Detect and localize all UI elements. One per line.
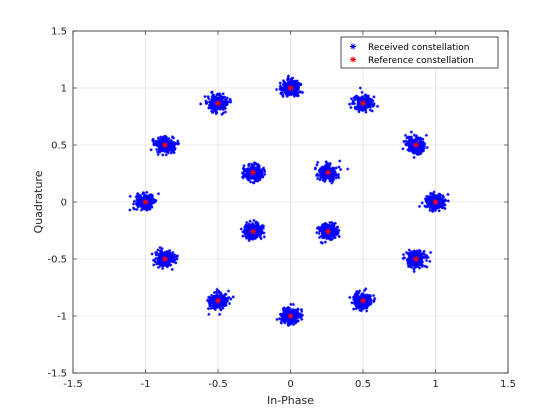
x-tick-label: 0.5 — [355, 379, 371, 390]
reference-point — [161, 142, 168, 148]
y-axis: -1.5 -1 -0.5 0 0.5 1 1.5 — [47, 27, 508, 380]
legend-marker-received-glyph — [350, 43, 356, 50]
legend-box — [340, 36, 499, 69]
reference-point — [215, 100, 221, 107]
reference-point — [360, 297, 366, 304]
reference-constellation-series — [142, 85, 439, 319]
received-cluster — [401, 248, 433, 274]
received-point-cloud — [401, 248, 433, 274]
received-cluster — [348, 287, 377, 313]
reference-point — [215, 297, 221, 304]
y-tick-label: -0.5 — [47, 255, 67, 266]
y-tick-label: 0.5 — [51, 141, 67, 152]
received-cluster — [401, 130, 429, 159]
y-tick-label: -1 — [57, 312, 67, 323]
legend-marker-reference-glyph — [350, 56, 356, 63]
legend: Received constellation Reference constel… — [340, 36, 499, 69]
y-tick-label: 1 — [61, 84, 67, 95]
received-cluster — [239, 218, 266, 243]
legend-label-reference: Reference constellation — [368, 56, 474, 66]
reference-point — [432, 199, 439, 205]
reference-point — [325, 169, 332, 176]
x-tick-label: 1 — [432, 379, 438, 390]
reference-point — [287, 85, 294, 91]
reference-point — [360, 100, 366, 107]
x-tick-label: -1 — [141, 379, 151, 390]
received-point-cloud — [417, 190, 450, 214]
reference-point — [142, 199, 149, 205]
y-tick-label: -1.5 — [47, 369, 67, 380]
y-axis-label: Quadrature — [32, 170, 45, 233]
received-point-cloud — [348, 287, 377, 313]
reference-point — [249, 169, 256, 176]
x-tick-label: 0 — [287, 379, 293, 390]
x-axis-label: In-Phase — [267, 394, 314, 407]
reference-point — [161, 256, 168, 262]
x-tick-label: -1.5 — [63, 379, 83, 390]
reference-point — [287, 313, 294, 319]
received-cluster — [417, 190, 450, 214]
legend-marker-received — [350, 43, 356, 50]
reference-point — [249, 228, 256, 235]
legend-label-received: Received constellation — [368, 43, 469, 53]
reference-point — [325, 228, 332, 235]
legend-marker-reference — [350, 56, 356, 63]
y-tick-label: 0 — [61, 198, 67, 209]
received-point-cloud — [401, 130, 429, 159]
x-tick-label: -0.5 — [208, 379, 228, 390]
reference-point — [413, 142, 420, 148]
received-point-cloud — [239, 218, 266, 243]
x-tick-label: 1.5 — [500, 379, 516, 390]
x-axis: -1.5 -1 -0.5 0 0.5 1 1.5 — [63, 31, 516, 390]
y-tick-label: 1.5 — [51, 27, 67, 38]
reference-point — [413, 256, 420, 262]
